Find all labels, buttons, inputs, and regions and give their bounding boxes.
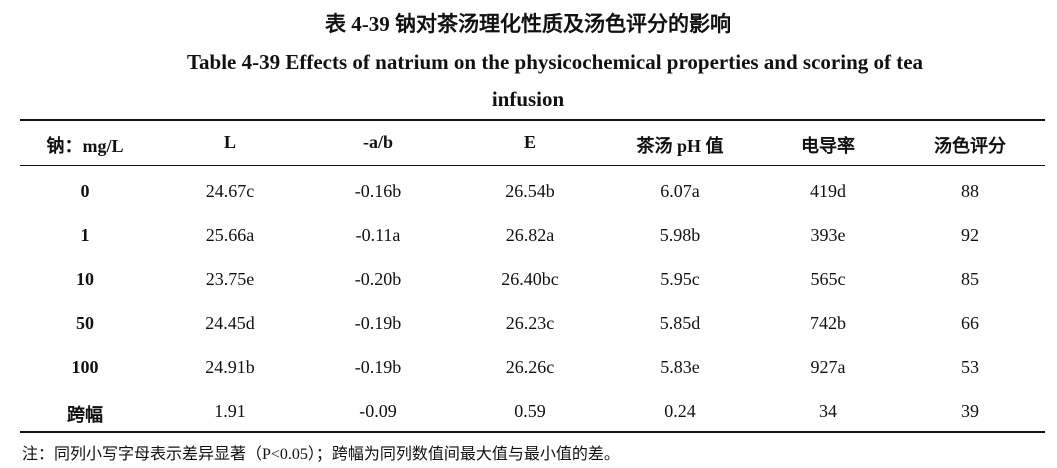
cell: 1.91 xyxy=(214,401,246,421)
title-en: Table 4-39 Effects of natrium on the phy… xyxy=(186,50,924,74)
cell: 1 xyxy=(80,225,90,245)
cell: 0.59 xyxy=(514,401,546,421)
cell: 26.40bc xyxy=(501,269,559,289)
cell: 5.83e xyxy=(660,357,700,377)
cell: 50 xyxy=(76,313,94,333)
cell: -0.16b xyxy=(354,181,402,201)
header-cell: 茶汤 pH 值 xyxy=(636,136,724,156)
title-zh: 表 4-39 钠对茶汤理化性质及汤色评分的影响 xyxy=(325,12,731,36)
header-rule xyxy=(20,165,1045,166)
header-cell: 汤色评分 xyxy=(934,136,1006,156)
header-cell: 钠：mg/L xyxy=(46,136,124,156)
cell: 10 xyxy=(76,269,94,289)
cell: 跨幅 xyxy=(67,405,103,425)
bottom-rule xyxy=(20,431,1045,433)
cell: -0.09 xyxy=(359,401,397,421)
cell: 26.82a xyxy=(505,225,555,245)
cell: 26.26c xyxy=(505,357,555,377)
cell: -0.19b xyxy=(354,357,402,377)
cell: -0.11a xyxy=(355,225,401,245)
cell: 927a xyxy=(810,357,846,377)
cell: 100 xyxy=(71,357,99,377)
cell: 34 xyxy=(819,401,837,421)
cell: 24.45d xyxy=(205,313,255,333)
cell: 25.66a xyxy=(205,225,255,245)
cell: 5.85d xyxy=(659,313,701,333)
cell: 0.24 xyxy=(664,401,696,421)
cell: 742b xyxy=(810,313,846,333)
cell: 5.98b xyxy=(659,225,701,245)
cell: 23.75e xyxy=(205,269,255,289)
cell: 88 xyxy=(961,181,979,201)
cell: 6.07a xyxy=(660,181,700,201)
cell: 0 xyxy=(80,181,90,201)
cell: -0.19b xyxy=(354,313,402,333)
cell: -0.20b xyxy=(354,269,402,289)
header-cell: 电导率 xyxy=(801,136,855,156)
note: 注：同列小写字母表示差异显著（P<0.05）；跨幅为同列数值间最大值与最小值的差… xyxy=(22,446,620,463)
cell: 565c xyxy=(810,269,846,289)
cell: 39 xyxy=(961,401,979,421)
cell: 24.67c xyxy=(205,181,255,201)
cell: 419d xyxy=(810,181,846,201)
cell: 5.95c xyxy=(660,269,700,289)
cell: 393e xyxy=(810,225,846,245)
top-rule xyxy=(20,119,1045,121)
header-cell: L xyxy=(223,132,237,152)
title-en: infusion xyxy=(491,87,565,111)
cell: 85 xyxy=(961,269,979,289)
cell: 66 xyxy=(961,313,979,333)
cell: 53 xyxy=(961,357,979,377)
cell: 92 xyxy=(961,225,979,245)
cell: 26.23c xyxy=(505,313,555,333)
cell: 24.91b xyxy=(205,357,255,377)
header-cell: -a/b xyxy=(362,132,394,152)
header-cell: E xyxy=(523,132,537,152)
cell: 26.54b xyxy=(505,181,555,201)
